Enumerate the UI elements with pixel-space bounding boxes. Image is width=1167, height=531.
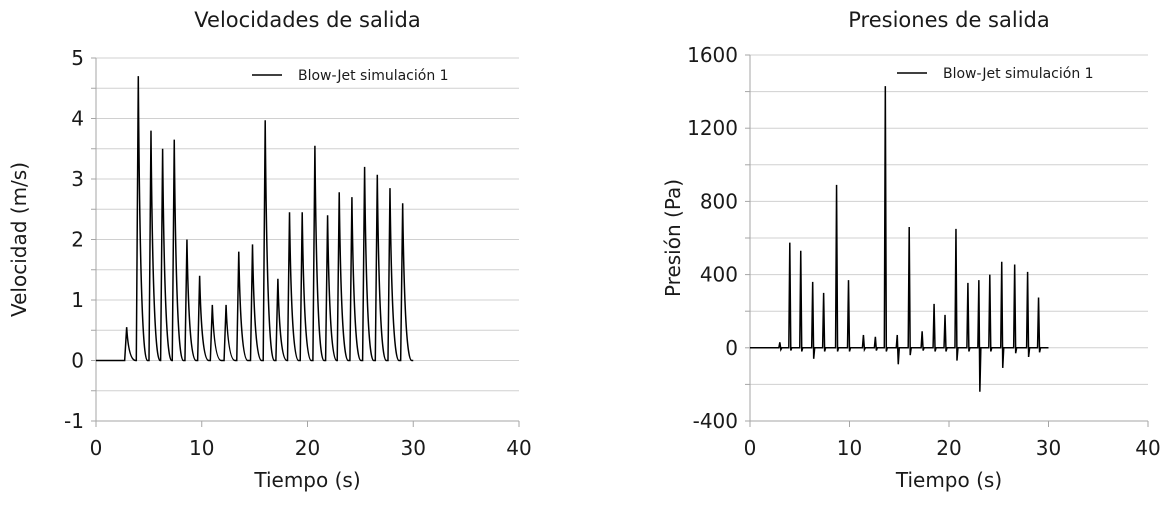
chart-title: Velocidades de salida [194, 8, 420, 32]
x-axis-title: Tiempo (s) [253, 468, 360, 492]
y-tick-label: 3 [71, 167, 84, 191]
y-tick-label: 5 [71, 46, 84, 70]
y-tick-label: 1 [71, 288, 84, 312]
x-tick-label: 40 [506, 436, 531, 460]
y-tick-label: 0 [725, 336, 738, 360]
x-tick-label: 30 [1036, 436, 1061, 460]
y-tick-label: -400 [693, 409, 738, 433]
y-tick-label: 0 [71, 349, 84, 373]
x-tick-label: 0 [744, 436, 757, 460]
x-tick-label: 20 [295, 436, 320, 460]
y-axis-title: Velocidad (m/s) [7, 162, 31, 317]
y-tick-label: 400 [700, 263, 738, 287]
x-tick-label: 20 [936, 436, 961, 460]
x-axis-title: Tiempo (s) [895, 468, 1002, 492]
y-tick-label: 2 [71, 228, 84, 252]
x-tick-label: 40 [1135, 436, 1160, 460]
chart-title: Presiones de salida [848, 8, 1049, 32]
y-tick-label: 1600 [687, 43, 738, 67]
y-tick-label: 4 [71, 107, 84, 131]
y-tick-label: 800 [700, 189, 738, 213]
x-tick-label: 0 [90, 436, 103, 460]
y-tick-label: 1200 [687, 116, 738, 140]
y-tick-label: -1 [64, 409, 84, 433]
x-tick-label: 10 [189, 436, 214, 460]
velocity-chart: -1 0 1 2 3 4 5 0 10 20 30 40 Velocidades de salida Ti… [0, 0, 560, 531]
series-line [750, 86, 1049, 392]
pressure-chart: -400 0 400 800 1200 1600 0 10 20 30 40 Presiones de… [600, 0, 1167, 531]
y-axis-title: Presión (Pa) [661, 179, 685, 297]
x-tick-label: 30 [401, 436, 426, 460]
x-tick-label: 10 [837, 436, 862, 460]
series-line [96, 76, 414, 362]
legend-label: Blow-Jet simulación 1 [943, 66, 1094, 82]
legend-label: Blow-Jet simulación 1 [298, 68, 449, 84]
